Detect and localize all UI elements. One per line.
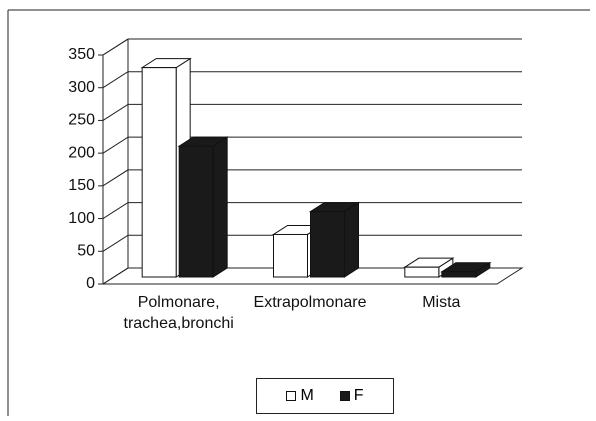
y-tick-label: 250 xyxy=(68,112,95,129)
wall-grid-line xyxy=(102,202,129,219)
wall-grid-line xyxy=(102,136,129,154)
legend-item: F xyxy=(339,387,364,405)
bar xyxy=(310,211,345,278)
wall-grid-line xyxy=(102,71,129,89)
x-tick-label: Extrapolmonare xyxy=(253,294,367,311)
legend-label: M xyxy=(300,387,314,404)
x-tick-label: Polmonare, trachea,bronchi xyxy=(123,294,234,332)
legend-swatch xyxy=(286,391,297,401)
bar xyxy=(404,266,440,278)
y-tick-label: 300 xyxy=(68,79,95,96)
legend-item: M xyxy=(286,387,314,405)
wall-grid-line xyxy=(102,234,129,252)
wall-grid-line xyxy=(102,38,129,56)
y-tick-label: 100 xyxy=(68,210,95,227)
bar xyxy=(273,233,308,278)
bar-side xyxy=(212,136,228,278)
x-tick-label: Mista xyxy=(422,294,461,311)
legend-label: F xyxy=(353,387,364,404)
y-tick-label: 350 xyxy=(68,46,95,63)
wall-grid-line xyxy=(102,169,129,187)
bar xyxy=(141,67,177,278)
bar xyxy=(178,145,214,278)
y-tick-label: 200 xyxy=(68,144,95,161)
wall-grid-line xyxy=(102,267,129,285)
y-tick-label: 0 xyxy=(86,275,95,292)
bar xyxy=(441,271,477,278)
wall-grid-line xyxy=(102,104,129,121)
legend-swatch xyxy=(339,391,350,401)
y-tick-label: 150 xyxy=(68,177,95,194)
bar-side xyxy=(344,201,359,278)
y-tick-label: 50 xyxy=(77,243,95,260)
